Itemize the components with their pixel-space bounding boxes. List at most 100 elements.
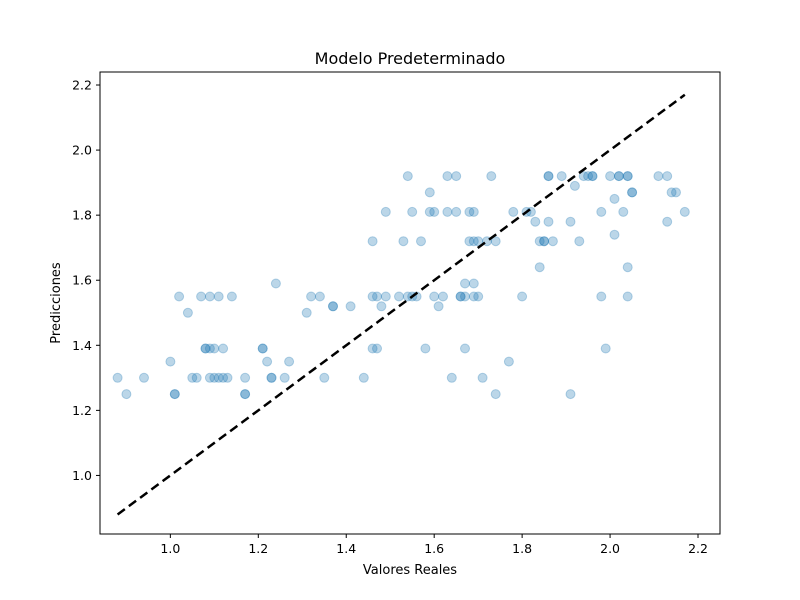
data-point (600, 343, 611, 354)
data-point (464, 206, 475, 217)
data-point (174, 291, 185, 302)
data-point (402, 171, 413, 182)
data-point (328, 301, 338, 312)
data-point (442, 171, 453, 182)
data-point (543, 171, 554, 182)
data-point (420, 343, 431, 354)
data-point (306, 291, 317, 302)
data-point (627, 187, 638, 198)
data-point (618, 206, 629, 217)
data-point (139, 372, 149, 383)
data-point (394, 291, 404, 302)
data-point (218, 372, 229, 383)
chart-title: Modelo Predeterminado (315, 49, 506, 68)
reference-line (116, 93, 686, 516)
data-point (218, 343, 229, 354)
data-point (121, 389, 132, 400)
x-tick-label: 1.4 (336, 541, 356, 556)
data-point (486, 171, 497, 182)
data-point (301, 307, 312, 318)
data-point (358, 372, 369, 383)
data-point (622, 171, 633, 182)
data-point (556, 171, 567, 182)
data-point (372, 291, 382, 302)
data-point (662, 171, 673, 182)
data-point (534, 236, 545, 247)
data-point (424, 206, 435, 217)
data-point (455, 291, 466, 302)
data-point (169, 389, 180, 400)
data-point (367, 343, 378, 354)
data-point (473, 236, 484, 247)
data-point (539, 236, 550, 247)
data-point (424, 187, 435, 198)
data-point (204, 343, 215, 354)
data-point (266, 372, 277, 383)
data-point (191, 372, 202, 383)
data-point (240, 389, 251, 400)
data-point (314, 291, 325, 302)
data-point (490, 236, 501, 247)
y-tick-label: 1.8 (72, 208, 92, 223)
data-point (442, 206, 453, 217)
y-tick-label: 2.0 (72, 143, 92, 158)
y-tick-label: 1.4 (72, 338, 92, 353)
data-point (367, 236, 378, 247)
data-point (613, 171, 624, 182)
x-axis-label: Valores Reales (363, 563, 457, 578)
data-point (196, 291, 207, 302)
y-tick-label: 1.2 (72, 403, 92, 418)
data-point (257, 343, 268, 354)
data-point (407, 206, 418, 217)
data-point (464, 236, 475, 247)
data-point (468, 206, 479, 217)
data-point (460, 291, 470, 302)
data-point (622, 262, 633, 273)
data-point (429, 291, 440, 302)
data-point (583, 171, 594, 182)
data-point (226, 291, 237, 302)
data-point (609, 193, 620, 204)
data-point (262, 356, 273, 367)
data-point (574, 236, 585, 247)
data-point (605, 171, 616, 182)
x-tick-label: 1.8 (512, 541, 532, 556)
data-point (213, 291, 224, 302)
data-point (622, 291, 633, 302)
data-point (416, 236, 426, 247)
data-point (565, 389, 576, 400)
data-point (200, 343, 211, 354)
data-point (200, 343, 211, 354)
y-tick-label: 1.6 (72, 273, 92, 288)
data-point (671, 187, 681, 198)
x-tick-label: 1.6 (424, 541, 444, 556)
data-point (578, 171, 589, 182)
data-point (266, 372, 277, 383)
data-point (240, 389, 251, 400)
data-point (451, 171, 462, 182)
data-point (569, 180, 580, 191)
x-tick-label: 1.2 (248, 541, 268, 556)
data-point (209, 343, 220, 354)
data-point (473, 291, 484, 302)
data-point (596, 291, 607, 302)
data-point (345, 301, 356, 312)
data-point (468, 291, 479, 302)
data-point (468, 236, 479, 247)
data-point (565, 216, 576, 227)
data-point (204, 291, 215, 302)
data-point (503, 356, 514, 367)
data-point (372, 343, 382, 354)
y-tick-label: 2.2 (72, 78, 92, 93)
plot-frame (99, 71, 721, 535)
data-point (455, 291, 466, 302)
y-axis: 1.0 1.2 1.4 1.6 1.8 2.0 2.2 (72, 78, 100, 483)
data-point (477, 372, 488, 383)
data-point (169, 389, 180, 400)
data-point (530, 216, 541, 227)
x-tick-label: 2.2 (688, 541, 708, 556)
data-point (534, 262, 545, 273)
data-point (468, 278, 479, 289)
data-point (460, 343, 470, 354)
y-tick-label: 1.0 (72, 468, 92, 483)
